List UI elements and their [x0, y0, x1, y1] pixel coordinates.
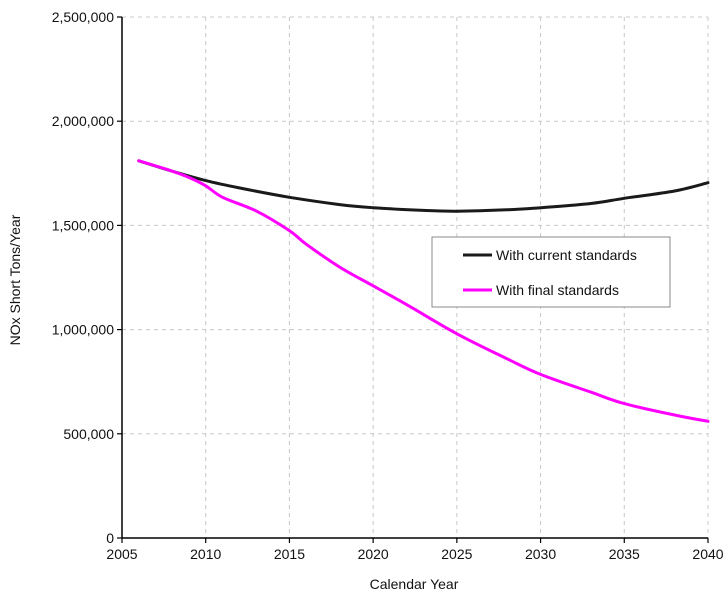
series-line-final-standards [137, 159, 710, 423]
y-tick-label: 1,000,000 [52, 322, 114, 338]
legend-label-current: With current standards [496, 247, 637, 263]
x-tick-label: 2015 [274, 546, 305, 562]
legend-label-final: With final standards [496, 282, 619, 298]
y-tick-label: 500,000 [63, 426, 114, 442]
x-axis-label: Calendar Year [370, 576, 459, 592]
x-tick-label: 2040 [692, 546, 723, 562]
x-tick-label: 2020 [358, 546, 389, 562]
x-tick-label: 2010 [190, 546, 221, 562]
y-axis-label: NOx Short Tons/Year [7, 214, 23, 345]
gridlines [122, 16, 709, 538]
y-tick-label: 2,000,000 [52, 113, 114, 129]
x-tick-label: 2025 [441, 546, 472, 562]
series-lines [137, 159, 710, 423]
axes [121, 17, 708, 539]
legend: With current standards With final standa… [431, 236, 671, 308]
y-tick-label: 0 [106, 530, 114, 546]
x-tick-label: 2035 [609, 546, 640, 562]
x-tick-label: 2005 [106, 546, 137, 562]
tick-labels: 0 500,000 1,000,000 1,500,000 2,000,000 2,500… [52, 9, 724, 562]
series-line-current-standards [137, 159, 710, 213]
y-tick-label: 2,500,000 [52, 9, 114, 25]
x-tick-label: 2030 [525, 546, 556, 562]
legend-box [431, 236, 671, 308]
y-tick-label: 1,500,000 [52, 217, 114, 233]
